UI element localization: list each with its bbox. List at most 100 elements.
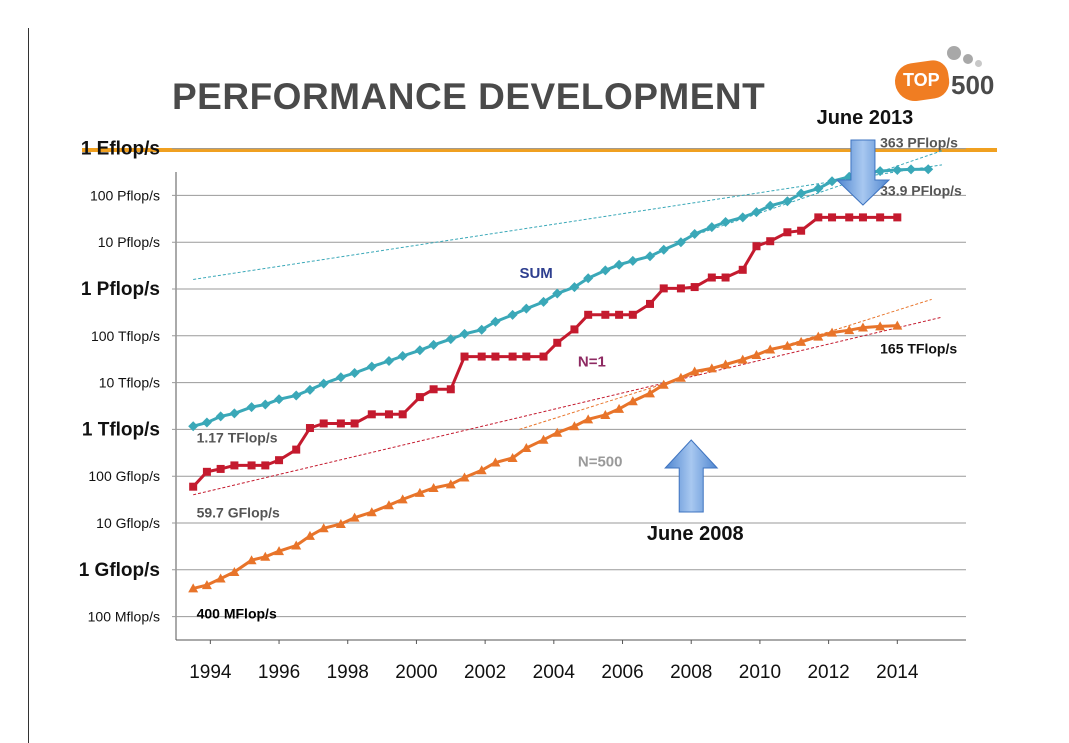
x-tick-label: 2010 <box>739 662 781 683</box>
data-point <box>813 331 824 341</box>
data-point <box>507 309 518 320</box>
data-point <box>319 419 328 428</box>
data-point <box>188 421 199 432</box>
y-tick-label: 100 Mflop/s <box>88 609 160 625</box>
callouts: June 2013 June 2008 <box>647 107 913 545</box>
data-point <box>260 551 271 561</box>
x-axis-ticks: 1994 1996 1998 2000 2002 2004 2006 2008 2010 2012… <box>189 640 919 683</box>
data-point <box>569 421 580 431</box>
data-point <box>215 573 226 583</box>
data-point <box>553 338 562 347</box>
data-point <box>538 434 549 444</box>
data-point <box>229 566 240 576</box>
trendline <box>193 316 943 496</box>
data-point <box>751 207 762 218</box>
data-point <box>857 322 868 332</box>
logo-dot <box>963 54 973 64</box>
data-point <box>460 352 469 361</box>
x-tick-label: 2014 <box>876 662 919 683</box>
y-tick-label: 1 Eflop/s <box>81 139 160 160</box>
data-point <box>446 385 455 394</box>
data-point <box>782 196 793 207</box>
data-point <box>583 414 594 424</box>
data-point <box>875 321 886 331</box>
data-point <box>627 396 638 406</box>
data-point <box>783 228 792 237</box>
data-point <box>796 336 807 346</box>
y-tick-label: 1 Pflop/s <box>81 279 160 300</box>
data-point <box>538 296 549 307</box>
data-point <box>507 452 518 462</box>
data-point <box>304 530 315 540</box>
y-tick-label: 1 Gflop/s <box>79 560 160 581</box>
data-point <box>813 183 824 194</box>
data-point <box>614 259 625 270</box>
data-point <box>658 244 669 255</box>
callout-label: June 2013 <box>817 107 914 129</box>
data-point <box>459 472 470 482</box>
data-point <box>614 403 625 413</box>
data-point <box>429 385 438 394</box>
data-point <box>690 283 699 292</box>
data-point <box>570 325 579 334</box>
data-point <box>397 494 408 504</box>
data-point <box>737 354 748 364</box>
chart-annotation: 400 MFlop/s <box>197 605 277 621</box>
y-tick-label: 100 Gflop/s <box>88 468 160 484</box>
data-point <box>706 222 717 233</box>
data-point <box>291 540 302 550</box>
data-point <box>627 255 638 266</box>
data-point <box>552 427 563 437</box>
data-point <box>383 500 394 510</box>
data-point <box>521 443 532 453</box>
data-point <box>645 251 655 262</box>
data-point <box>845 213 854 222</box>
data-point <box>366 361 377 372</box>
data-point <box>349 368 360 379</box>
trendline <box>193 164 943 280</box>
data-point <box>676 284 685 293</box>
data-point <box>476 465 487 475</box>
chart-annotation: 1.17 TFlop/s <box>197 429 278 445</box>
data-point <box>521 303 532 314</box>
up-arrow-icon <box>664 439 719 513</box>
data-point <box>737 212 748 223</box>
data-point <box>274 546 285 556</box>
data-point <box>765 200 776 211</box>
x-tick-label: 2008 <box>670 662 712 683</box>
data-point <box>318 378 329 389</box>
data-point <box>335 372 346 383</box>
annotations: SUM N=1 N=500 1.17 TFlop/s 59.7 GFlop/s 400 M… <box>197 135 962 622</box>
data-point <box>751 349 762 359</box>
data-point <box>689 228 700 239</box>
data-point <box>893 213 902 222</box>
data-point <box>600 410 611 420</box>
data-point <box>274 394 285 405</box>
data-point <box>659 284 668 293</box>
chart-annotation: N=1 <box>578 354 606 371</box>
x-tick-label: 1996 <box>258 662 300 683</box>
x-tick-label: 1994 <box>189 662 232 683</box>
data-point <box>628 310 637 319</box>
data-point <box>445 334 456 345</box>
chart-annotation: 165 TFlop/s <box>880 340 957 356</box>
chart-annotation: 33.9 PFlop/s <box>880 182 962 198</box>
data-point <box>721 273 730 282</box>
title-divider <box>82 148 997 152</box>
left-border <box>28 28 29 743</box>
data-point <box>658 379 669 389</box>
data-point <box>706 363 717 373</box>
data-point <box>752 242 761 251</box>
data-point <box>782 340 793 350</box>
data-point <box>738 265 747 274</box>
series-lines <box>188 164 934 593</box>
logo-500-text: 500 <box>951 70 995 100</box>
data-point <box>229 408 240 419</box>
y-tick-label: 10 Pflop/s <box>98 234 160 250</box>
data-point <box>336 419 345 428</box>
data-point <box>305 424 314 433</box>
data-point <box>814 213 823 222</box>
logo-dot <box>947 46 961 60</box>
data-point <box>261 461 270 470</box>
data-point <box>291 390 302 401</box>
